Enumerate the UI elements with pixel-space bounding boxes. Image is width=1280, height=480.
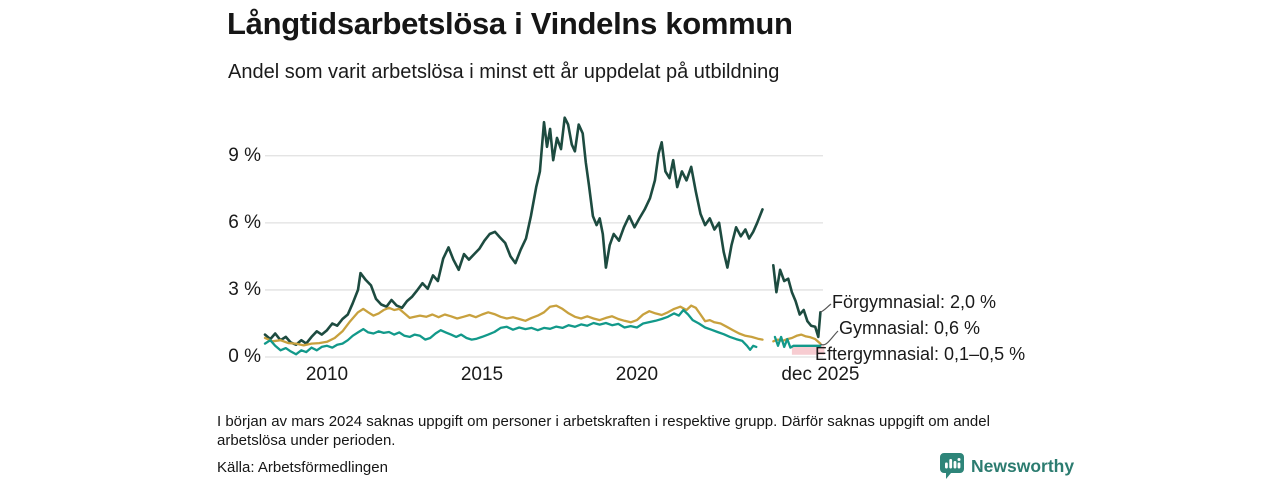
newsworthy-logo-text: Newsworthy: [971, 455, 1075, 476]
x-tick-label: 2020: [615, 364, 659, 385]
series-lines: [263, 116, 822, 356]
x-tick-label: 2010: [305, 364, 349, 385]
page-title: Långtidsarbetslösa i Vindelns kommun: [227, 6, 793, 41]
uncertainty-band-rect: [791, 345, 825, 355]
line-gymnasial: [263, 304, 764, 347]
line-eftergymnasial: [263, 308, 758, 356]
y-tick-label: 0 %: [228, 346, 261, 367]
y-tick-label: 6 %: [228, 211, 261, 233]
series-label-gymnasial: Gymnasial: 0,6 %: [839, 318, 981, 338]
newsworthy-logo-icon: [940, 452, 964, 479]
page-subtitle: Andel som varit arbetslösa i minst ett å…: [228, 61, 780, 83]
series-label-forgymnasial: Förgymnasial: 2,0 %: [832, 292, 997, 312]
line-förgymnasial: [771, 263, 822, 339]
x-tick-label: dec 2025: [781, 364, 860, 385]
line-eftergymnasial: [773, 335, 822, 349]
line-förgymnasial: [263, 116, 764, 347]
label-leader-lines: [820, 303, 839, 346]
y-tick-label: 9 %: [228, 144, 261, 166]
footnote: I början av mars 2024 saknas uppgift om …: [217, 413, 990, 449]
uncertainty-band: [791, 345, 825, 355]
y-tick-label: 3 %: [228, 278, 261, 300]
source-attribution: Källa: Arbetsförmedlingen: [217, 459, 388, 476]
x-tick-label: 2015: [460, 364, 504, 385]
series-label-eftergymnasial: Eftergymnasial: 0,1–0,5 %: [815, 344, 1026, 364]
branding: Newsworthy: [940, 452, 1074, 480]
